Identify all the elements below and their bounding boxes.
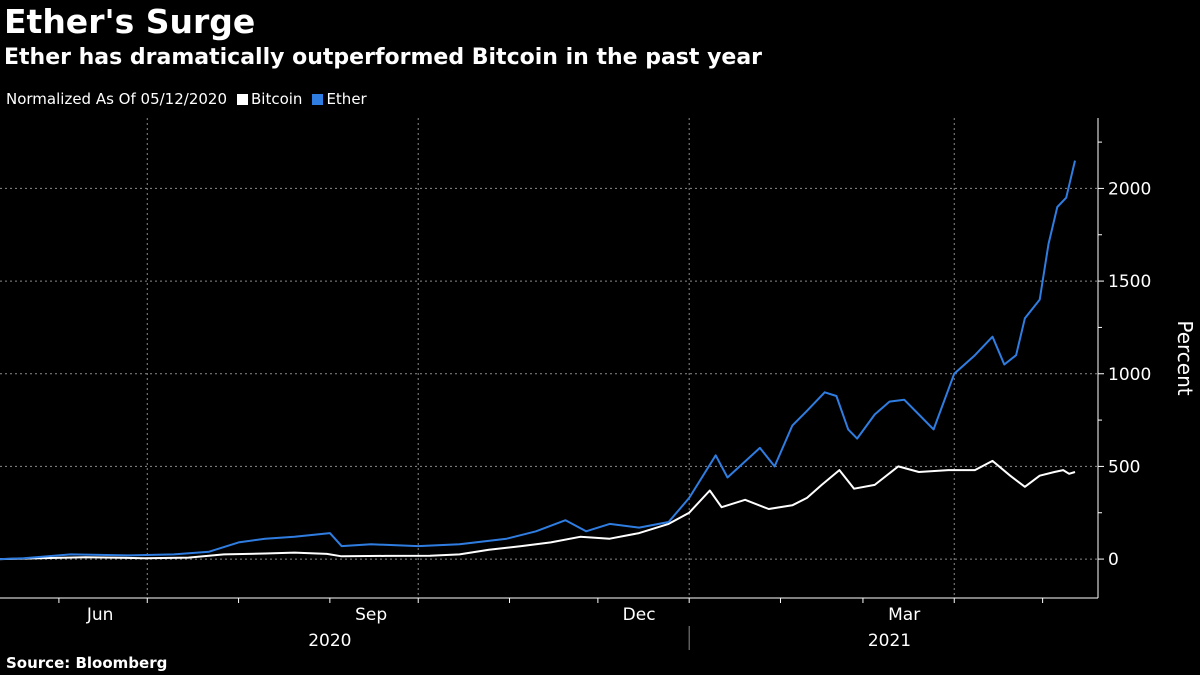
y-tick-label-500: 500 (1108, 457, 1140, 477)
x-tick-label-sep: Sep (355, 605, 387, 625)
legend-label-bitcoin: Bitcoin (251, 90, 303, 108)
legend-item-ether: Ether (312, 90, 367, 108)
x-tick-label-dec: Dec (623, 605, 656, 625)
legend-swatch-ether (312, 93, 324, 105)
legend-swatch-bitcoin (237, 93, 248, 105)
y-tick-label-1500: 1500 (1108, 272, 1151, 292)
y-tick-label-0: 0 (1108, 550, 1119, 570)
legend-item-bitcoin: Bitcoin (237, 90, 302, 108)
chart-subtitle: Ether has dramatically outperformed Bitc… (4, 45, 763, 70)
x-tick-label-mar: Mar (888, 605, 920, 625)
x-year-label-2020: 2020 (308, 631, 351, 651)
legend: Normalized As Of 05/12/2020 Bitcoin Ethe… (6, 90, 367, 108)
x-year-label-2021: 2021 (868, 631, 911, 651)
legend-note: Normalized As Of 05/12/2020 (6, 90, 227, 108)
series-line-ether (0, 160, 1076, 561)
series-line-bitcoin (0, 459, 1076, 561)
source-note: Source: Bloomberg (6, 654, 168, 672)
x-tick-label-jun: Jun (86, 605, 114, 625)
chart-title: Ether's Surge (4, 2, 256, 41)
legend-label-ether: Ether (326, 90, 367, 108)
y-axis-title: Percent (1173, 320, 1197, 395)
y-tick-label-1000: 1000 (1108, 365, 1151, 385)
y-tick-label-2000: 2000 (1108, 179, 1151, 199)
